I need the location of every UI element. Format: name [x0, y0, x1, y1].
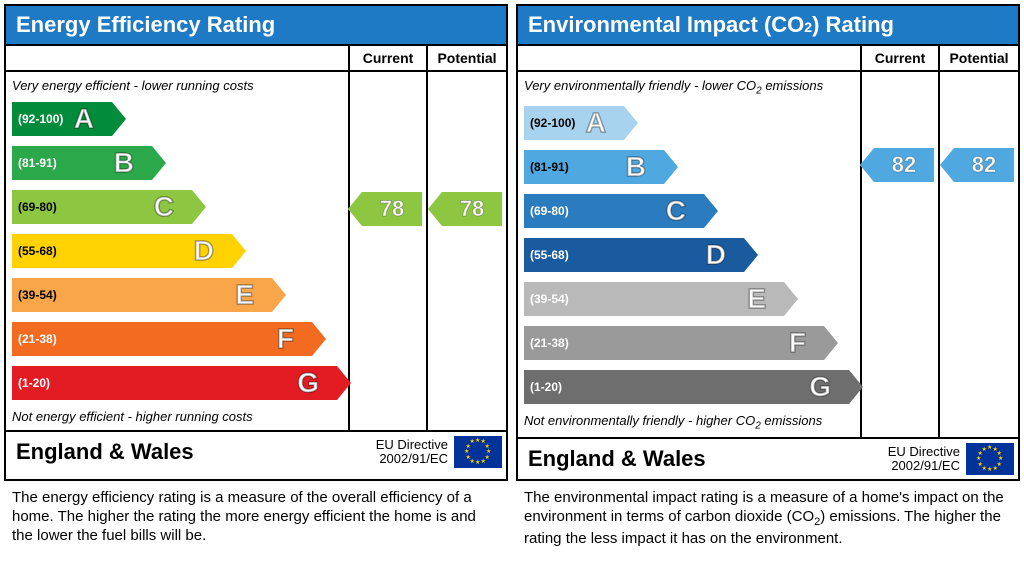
band-e: (39-54) E: [12, 275, 348, 315]
current-value-badge: 78: [362, 192, 422, 226]
band-e: (39-54) E: [524, 279, 860, 319]
band-letter: D: [194, 235, 214, 267]
band-c: (69-80) C: [524, 191, 860, 231]
band-range: (55-68): [524, 248, 569, 262]
band-letter: A: [74, 103, 94, 135]
bands-area: Very energy efficient - lower running co…: [6, 72, 350, 430]
caption-top: Very energy efficient - lower running co…: [12, 78, 348, 93]
region-label: England & Wales: [16, 439, 376, 465]
epc-chart-container: Energy Efficiency RatingCurrentPotential…: [0, 0, 1024, 485]
band-range: (21-38): [12, 332, 57, 346]
band-letter: F: [789, 327, 806, 359]
band-range: (21-38): [524, 336, 569, 350]
caption-bottom: Not energy efficient - higher running co…: [12, 409, 348, 424]
directive-label: EU Directive2002/91/EC: [376, 438, 448, 467]
current-header: Current: [862, 46, 940, 70]
band-letter: B: [114, 147, 134, 179]
descriptions-row: The energy efficiency rating is a measur…: [0, 485, 1024, 556]
band-range: (39-54): [12, 288, 57, 302]
energy-efficiency-panel: Energy Efficiency RatingCurrentPotential…: [4, 4, 508, 481]
band-letter: G: [809, 371, 831, 403]
band-g: (1-20) G: [524, 367, 860, 407]
current-value-badge: 82: [874, 148, 934, 182]
band-f: (21-38) F: [524, 323, 860, 363]
caption-top: Very environmentally friendly - lower CO…: [524, 78, 860, 97]
panel-footer: England & WalesEU Directive2002/91/EC★★★…: [518, 437, 1018, 479]
eu-flag-icon: ★★★★★★★★★★★★: [966, 443, 1014, 475]
band-range: (92-100): [524, 116, 575, 130]
band-range: (92-100): [12, 112, 63, 126]
potential-header: Potential: [940, 46, 1018, 70]
band-range: (69-80): [524, 204, 569, 218]
band-d: (55-68) D: [524, 235, 860, 275]
band-letter: D: [706, 239, 726, 271]
band-letter: E: [235, 279, 254, 311]
band-range: (69-80): [12, 200, 57, 214]
region-label: England & Wales: [528, 446, 888, 472]
band-letter: F: [277, 323, 294, 355]
band-b: (81-91) B: [12, 143, 348, 183]
band-range: (81-91): [524, 160, 569, 174]
column-headers: CurrentPotential: [6, 46, 506, 72]
current-column: 82: [862, 72, 940, 437]
band-range: (55-68): [12, 244, 57, 258]
potential-value-badge: 78: [442, 192, 502, 226]
env-description: The environmental impact rating is a mea…: [516, 485, 1020, 556]
column-headers: CurrentPotential: [518, 46, 1018, 72]
potential-value-badge: 82: [954, 148, 1014, 182]
band-d: (55-68) D: [12, 231, 348, 271]
band-f: (21-38) F: [12, 319, 348, 359]
band-a: (92-100) A: [12, 99, 348, 139]
band-range: (1-20): [12, 376, 50, 390]
band-range: (39-54): [524, 292, 569, 306]
band-a: (92-100) A: [524, 103, 860, 143]
band-b: (81-91) B: [524, 147, 860, 187]
band-range: (81-91): [12, 156, 57, 170]
current-column: 78: [350, 72, 428, 430]
environmental-impact-panel: Environmental Impact (CO2) RatingCurrent…: [516, 4, 1020, 481]
band-c: (69-80) C: [12, 187, 348, 227]
band-letter: B: [626, 151, 646, 183]
current-header: Current: [350, 46, 428, 70]
band-range: (1-20): [524, 380, 562, 394]
bands-area: Very environmentally friendly - lower CO…: [518, 72, 862, 437]
potential-column: 78: [428, 72, 506, 430]
directive-label: EU Directive2002/91/EC: [888, 445, 960, 474]
eu-flag-icon: ★★★★★★★★★★★★: [454, 436, 502, 468]
panel-title: Energy Efficiency Rating: [6, 6, 506, 46]
band-g: (1-20) G: [12, 363, 348, 403]
band-letter: C: [666, 195, 686, 227]
potential-column: 82: [940, 72, 1018, 437]
potential-header: Potential: [428, 46, 506, 70]
caption-bottom: Not environmentally friendly - higher CO…: [524, 413, 860, 432]
panel-title: Environmental Impact (CO2) Rating: [518, 6, 1018, 46]
band-letter: G: [297, 367, 319, 399]
energy-description: The energy efficiency rating is a measur…: [4, 485, 508, 556]
band-letter: C: [154, 191, 174, 223]
band-letter: E: [747, 283, 766, 315]
band-letter: A: [586, 107, 606, 139]
panel-footer: England & WalesEU Directive2002/91/EC★★★…: [6, 430, 506, 472]
